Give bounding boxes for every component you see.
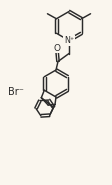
Text: O: O [54, 44, 60, 53]
Text: Br⁻: Br⁻ [8, 87, 24, 97]
Text: N⁺: N⁺ [64, 36, 74, 45]
